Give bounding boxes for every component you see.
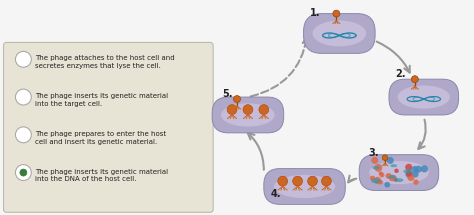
Circle shape [16, 51, 31, 67]
Circle shape [259, 105, 269, 115]
Circle shape [394, 169, 399, 173]
Circle shape [413, 180, 419, 185]
Circle shape [20, 169, 27, 176]
Circle shape [374, 177, 381, 184]
Text: 1.: 1. [310, 8, 320, 18]
Circle shape [415, 166, 422, 173]
Circle shape [378, 180, 383, 184]
Ellipse shape [395, 178, 403, 182]
Text: 5.: 5. [222, 89, 233, 99]
FancyBboxPatch shape [303, 14, 375, 53]
FancyBboxPatch shape [264, 169, 345, 204]
Circle shape [333, 10, 340, 17]
Ellipse shape [388, 175, 397, 179]
Circle shape [411, 166, 418, 172]
FancyBboxPatch shape [359, 155, 439, 190]
Text: The phage attaches to the host cell and
secretes enzymes that lyse the cell.: The phage attaches to the host cell and … [35, 55, 175, 69]
Ellipse shape [369, 161, 429, 184]
Circle shape [389, 175, 396, 181]
Ellipse shape [398, 85, 450, 109]
Circle shape [371, 157, 378, 164]
Text: The phage inserts its genetic material
into the target cell.: The phage inserts its genetic material i… [35, 93, 168, 107]
Text: The phage prepares to enter the host
cell and insert its genetic material.: The phage prepares to enter the host cel… [35, 131, 166, 145]
Ellipse shape [274, 175, 335, 198]
Circle shape [407, 174, 414, 181]
Text: 2.: 2. [395, 69, 405, 79]
Ellipse shape [372, 166, 380, 169]
Circle shape [370, 176, 375, 181]
Ellipse shape [221, 103, 275, 127]
Circle shape [308, 176, 318, 186]
Circle shape [411, 76, 419, 83]
Text: 4.: 4. [271, 189, 281, 199]
Circle shape [321, 176, 331, 186]
Circle shape [379, 171, 383, 175]
Circle shape [386, 173, 392, 179]
Circle shape [16, 127, 31, 143]
Circle shape [406, 170, 412, 177]
Circle shape [243, 105, 253, 115]
Circle shape [405, 164, 412, 171]
FancyBboxPatch shape [212, 97, 284, 133]
Ellipse shape [403, 169, 412, 174]
Ellipse shape [391, 164, 397, 167]
Circle shape [421, 165, 428, 172]
Circle shape [16, 165, 31, 181]
Circle shape [278, 176, 288, 186]
Circle shape [16, 89, 31, 105]
Circle shape [384, 182, 390, 187]
Ellipse shape [312, 21, 366, 46]
Circle shape [292, 176, 302, 186]
Circle shape [387, 157, 394, 164]
Text: 3.: 3. [368, 148, 379, 158]
Circle shape [234, 96, 240, 103]
Circle shape [374, 164, 382, 172]
Circle shape [412, 171, 419, 178]
Ellipse shape [371, 178, 381, 183]
FancyBboxPatch shape [389, 79, 458, 115]
Circle shape [382, 155, 388, 160]
Circle shape [227, 105, 237, 115]
Text: The phage inserts its genetic material
into the DNA of the host cell.: The phage inserts its genetic material i… [35, 169, 168, 182]
Circle shape [380, 172, 384, 177]
Circle shape [393, 178, 398, 182]
FancyBboxPatch shape [3, 42, 213, 212]
Circle shape [405, 170, 413, 178]
